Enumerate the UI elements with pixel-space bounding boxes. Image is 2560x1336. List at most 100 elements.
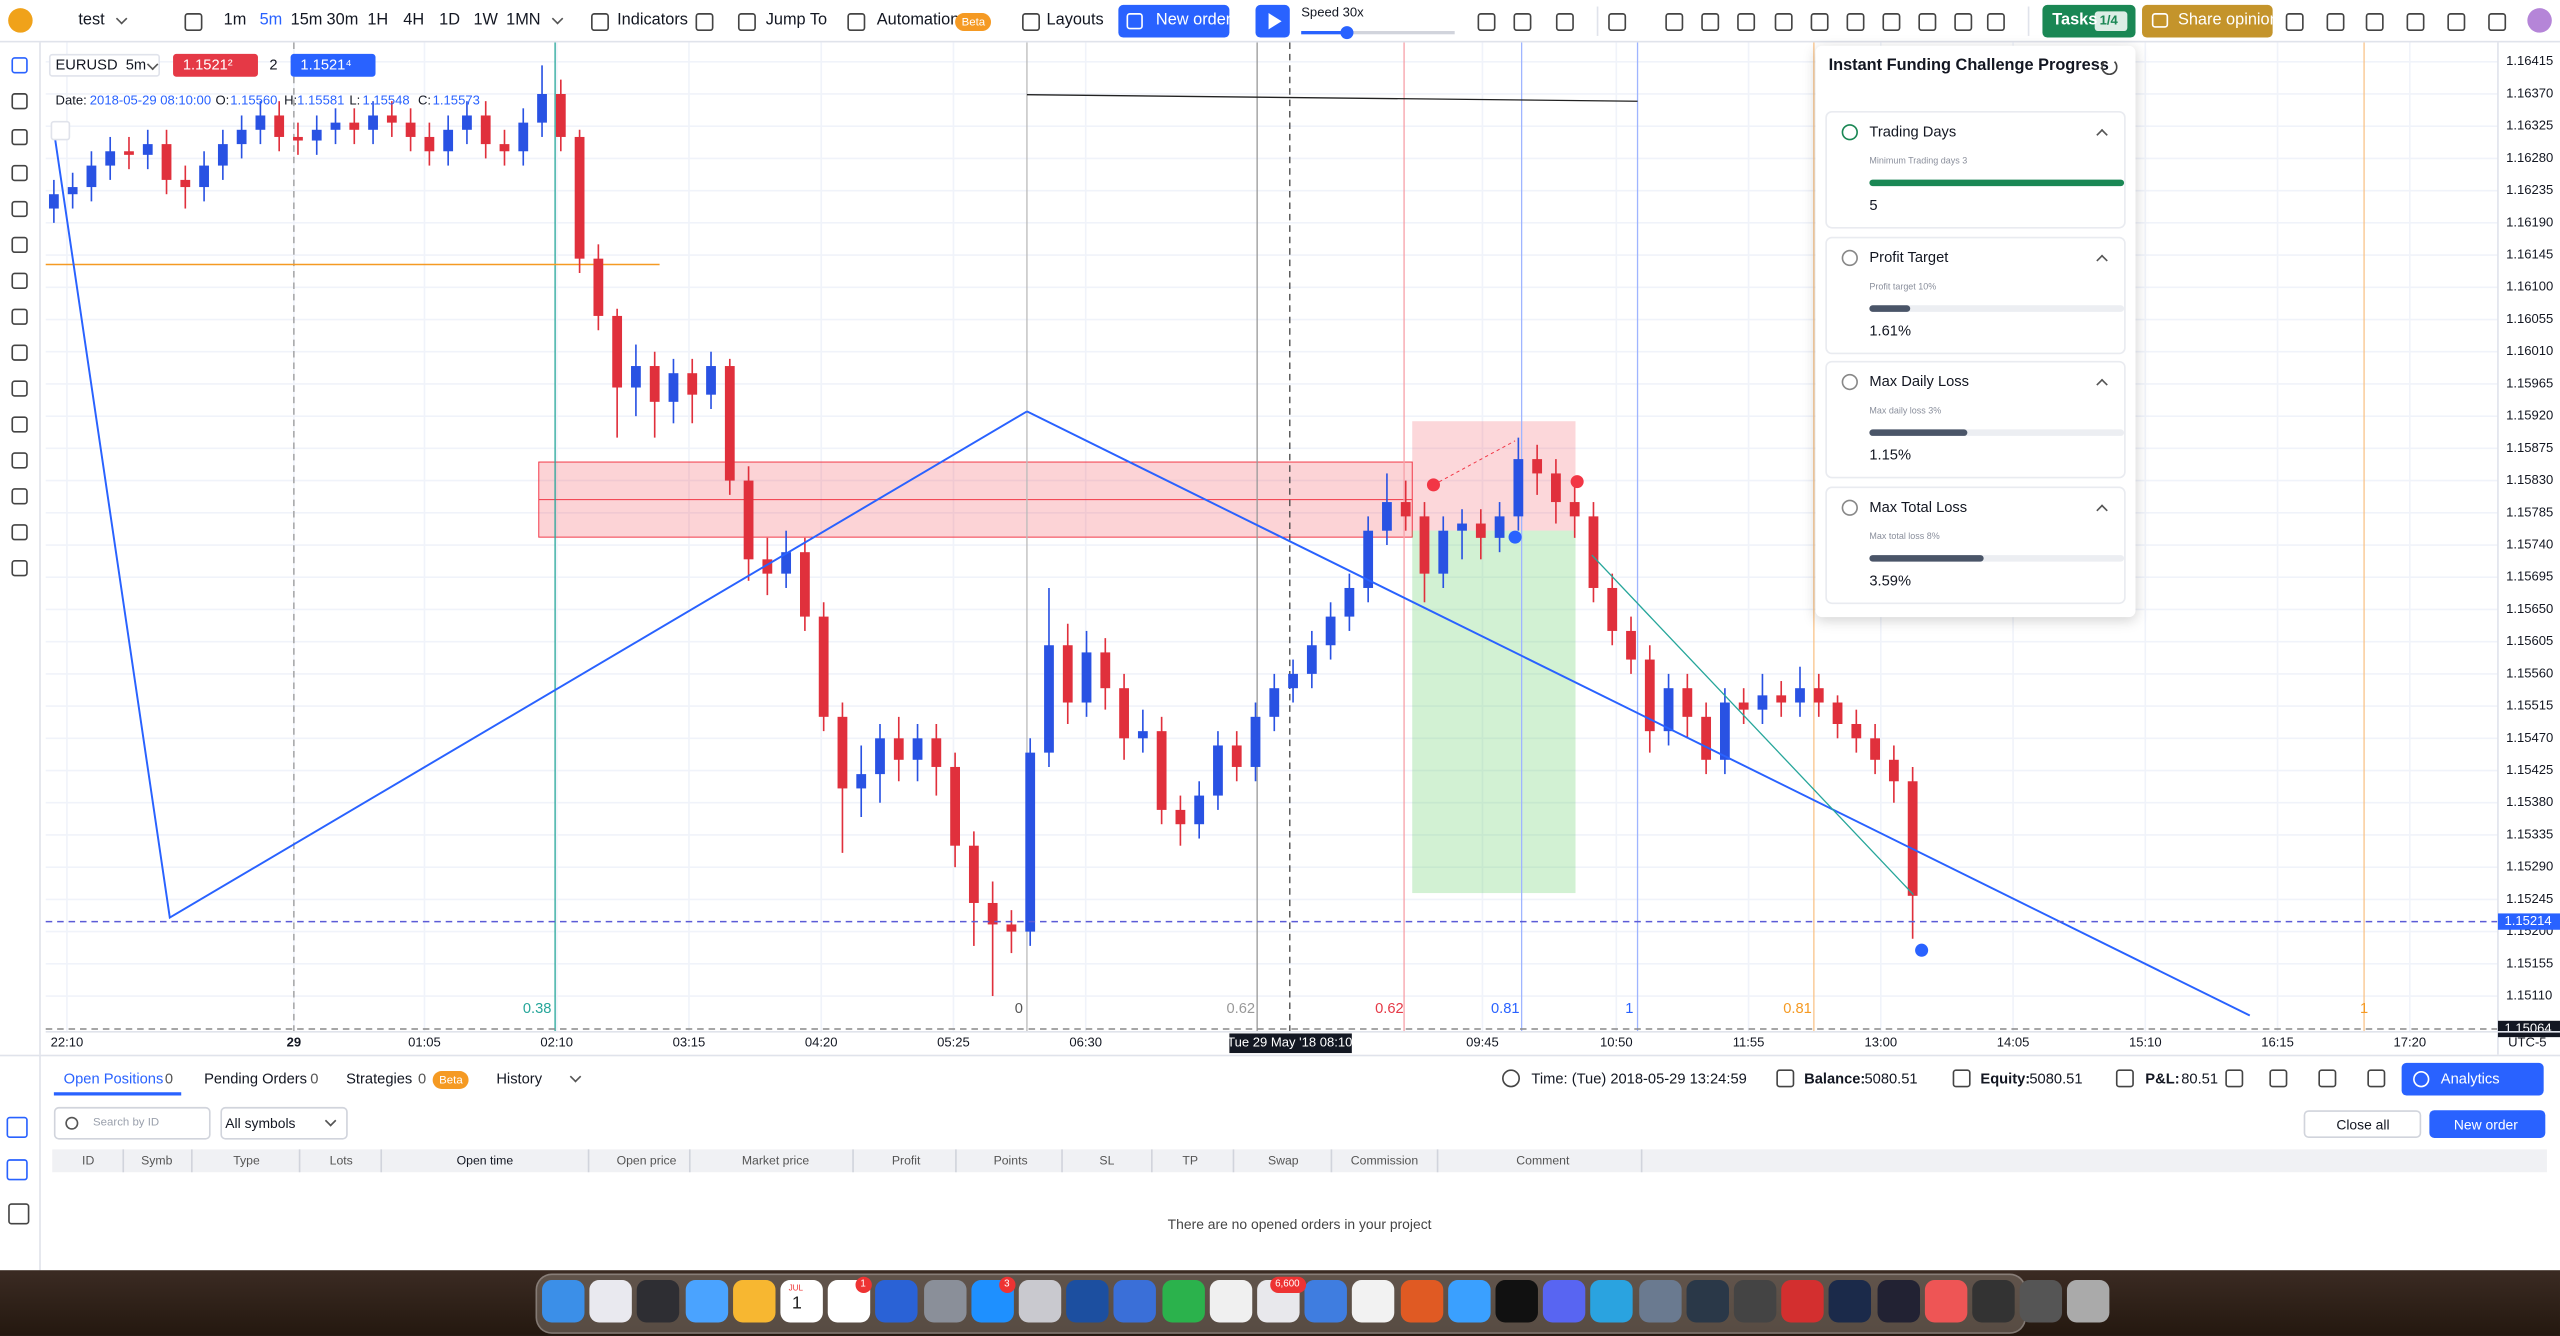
search-icon — [65, 1116, 79, 1130]
candle-body — [1776, 695, 1787, 703]
icon — [2269, 1069, 2288, 1088]
candle-body — [743, 480, 754, 560]
timeframe-button[interactable]: 1MN — [506, 11, 541, 30]
avatar[interactable] — [2527, 8, 2552, 33]
dock-app-icon[interactable] — [1638, 1279, 1681, 1323]
timeframe-button[interactable]: 1W — [473, 11, 498, 30]
timeframe-button[interactable]: 5m — [259, 11, 283, 30]
jump-to-button[interactable]: Jump To — [765, 11, 828, 30]
dock-app-icon[interactable] — [589, 1279, 633, 1323]
dock-app-icon[interactable] — [732, 1279, 776, 1323]
dock-app-icon[interactable] — [1209, 1279, 1252, 1323]
dock-app-icon[interactable] — [1924, 1279, 1968, 1323]
target-zone — [1412, 530, 1576, 894]
dock-app-icon[interactable] — [875, 1279, 919, 1323]
share-button[interactable] — [2142, 4, 2273, 38]
dock-app-icon[interactable] — [1400, 1279, 1443, 1323]
dock-app-icon[interactable] — [2067, 1279, 2111, 1323]
column-header[interactable]: Profit — [891, 1154, 921, 1167]
bid-box[interactable] — [173, 53, 258, 77]
icon — [2151, 13, 2169, 28]
layouts-button[interactable]: Layouts — [1046, 11, 1104, 30]
search-box[interactable] — [53, 1106, 211, 1140]
symbols-select[interactable] — [220, 1106, 348, 1140]
dock-app-icon[interactable] — [1829, 1279, 1872, 1323]
timeframe-button[interactable]: 1H — [367, 11, 389, 30]
dock-app-icon[interactable] — [685, 1279, 728, 1323]
dock-app-icon[interactable] — [1304, 1279, 1348, 1323]
dock-app-icon[interactable] — [2019, 1279, 2063, 1323]
indicators-button[interactable]: Indicators — [617, 11, 688, 30]
candle-body — [499, 144, 510, 152]
dock-app-icon[interactable] — [923, 1279, 966, 1323]
column-header[interactable]: ID — [82, 1154, 95, 1167]
automation-button[interactable]: Automation — [876, 11, 960, 30]
y-tick-label: 1.15470 — [2506, 730, 2553, 745]
symbol-box[interactable] — [48, 53, 160, 77]
project-name[interactable]: test — [78, 11, 105, 30]
dock-app-icon[interactable] — [1543, 1279, 1586, 1323]
candle-body — [480, 115, 491, 145]
panel-tab[interactable]: History — [496, 1070, 543, 1087]
challenge-card — [1825, 360, 2126, 479]
column-header[interactable]: Swap — [1267, 1154, 1299, 1167]
panel-tab[interactable]: Open Positions — [63, 1070, 164, 1087]
dock-app-icon[interactable] — [1590, 1279, 1634, 1323]
panel-tab[interactable]: Strategies — [346, 1070, 413, 1087]
trade-marker — [1426, 478, 1440, 492]
column-header[interactable]: TP — [1182, 1154, 1199, 1167]
dock-app-icon[interactable] — [1352, 1279, 1395, 1323]
dock-app-icon[interactable] — [1733, 1279, 1777, 1323]
column-header[interactable]: Lots — [329, 1154, 353, 1167]
close-all-button[interactable] — [2303, 1110, 2422, 1138]
trade-marker — [1508, 530, 1522, 544]
column-header[interactable]: Symb — [141, 1154, 173, 1167]
new-order-button[interactable] — [2429, 1110, 2546, 1138]
icon — [2115, 1069, 2134, 1088]
timeframe-button[interactable]: 4H — [403, 11, 425, 30]
candle-body — [687, 373, 698, 395]
icon — [1952, 1069, 1971, 1088]
column-header[interactable]: Points — [993, 1154, 1028, 1167]
column-header[interactable]: Comment — [1516, 1154, 1570, 1167]
dock-app-icon[interactable] — [1066, 1279, 1109, 1323]
dock-app-icon[interactable] — [1447, 1279, 1491, 1323]
dock-app-icon[interactable] — [1876, 1279, 1920, 1323]
dock-app-icon[interactable] — [1114, 1279, 1157, 1323]
dock-app-icon[interactable] — [1686, 1279, 1729, 1323]
icon — [11, 380, 28, 397]
timeframe-button[interactable]: 1D — [439, 11, 461, 30]
dock-app-icon[interactable] — [1781, 1279, 1824, 1323]
dock-app-icon[interactable] — [1161, 1279, 1205, 1323]
candle-body — [1325, 616, 1336, 646]
ask-box[interactable] — [290, 53, 376, 77]
refresh-icon[interactable] — [2101, 58, 2118, 76]
new-order-button[interactable] — [1118, 4, 1230, 38]
y-tick-label: 1.15515 — [2506, 698, 2553, 713]
timeframe-button[interactable]: 30m — [326, 11, 359, 30]
column-separator — [380, 1149, 383, 1173]
candle-body — [1757, 695, 1768, 710]
ohlc-label: C: — [417, 93, 432, 108]
column-header[interactable]: SL — [1099, 1154, 1115, 1167]
tasks-label: Tasks — [2052, 11, 2098, 30]
dock-app-icon[interactable] — [542, 1279, 585, 1323]
column-header[interactable]: Type — [233, 1154, 260, 1167]
timeframe-button[interactable]: 1m — [223, 11, 247, 30]
panel-tab[interactable]: Pending Orders — [204, 1070, 308, 1087]
dock-app-icon[interactable] — [637, 1279, 680, 1323]
dock-app-icon[interactable] — [780, 1279, 823, 1323]
dock-app-icon[interactable] — [1018, 1279, 1062, 1323]
timeframe-button[interactable]: 15m — [290, 11, 323, 30]
icon — [2318, 1069, 2337, 1088]
collapse-button[interactable] — [50, 120, 71, 141]
column-header[interactable]: Market price — [741, 1154, 810, 1167]
column-header[interactable]: Open price — [616, 1154, 677, 1167]
column-header[interactable]: Commission — [1350, 1154, 1419, 1167]
speed-thumb[interactable] — [1340, 26, 1354, 40]
dock-app-icon[interactable] — [1495, 1279, 1538, 1323]
icon — [11, 164, 28, 182]
icon — [1986, 13, 2005, 32]
column-header[interactable]: Open time — [456, 1154, 514, 1167]
dock-app-icon[interactable] — [1972, 1279, 2015, 1323]
